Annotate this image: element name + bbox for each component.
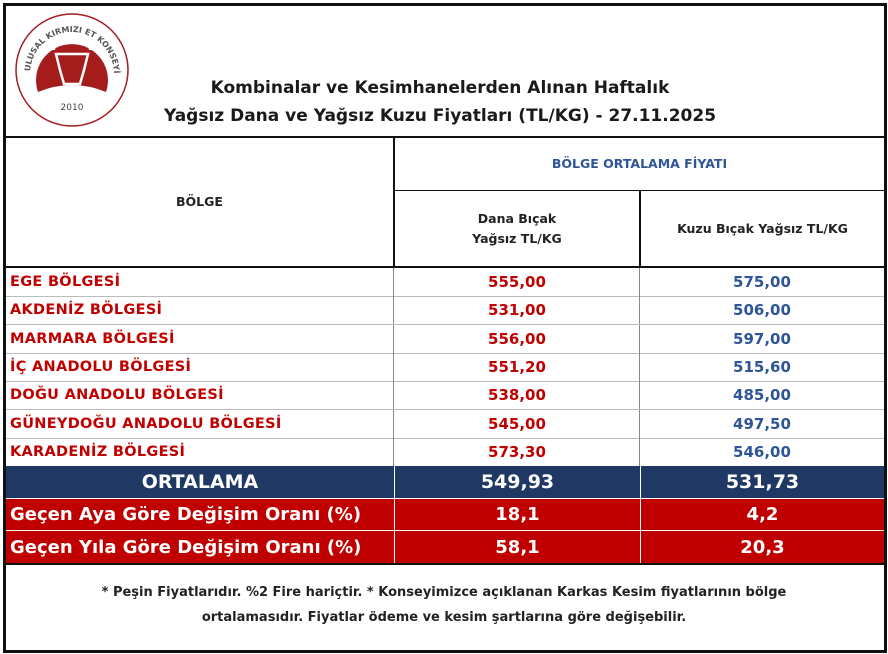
logo-year: 2010 <box>61 103 84 113</box>
kuzu-price: 575,00 <box>733 273 791 291</box>
table-row: MARMARA BÖLGESİ 556,00 597,00 <box>6 324 884 354</box>
divider <box>393 381 394 410</box>
divider <box>639 190 641 267</box>
table-row: İÇ ANADOLU BÖLGESİ 551,20 515,60 <box>6 352 884 382</box>
footnote: * Peşin Fiyatlarıdır. %2 Fire hariçtir. … <box>40 580 848 630</box>
dana-price: 545,00 <box>488 414 546 433</box>
divider <box>639 381 640 410</box>
divider <box>393 296 394 325</box>
dana-price: 556,00 <box>488 329 546 348</box>
header-kuzu: Kuzu Bıçak Yağsız TL/KG <box>677 220 848 236</box>
yearly-change-dana: 58,1 <box>394 531 640 563</box>
yearly-change-kuzu: 20,3 <box>640 531 884 563</box>
kuzu-price: 546,00 <box>733 442 791 461</box>
divider <box>393 352 394 381</box>
title-line-2: Yağsız Dana ve Yağsız Kuzu Fiyatları (TL… <box>163 106 717 126</box>
region-name: İÇ ANADOLU BÖLGESİ <box>10 358 192 375</box>
average-label: ORTALAMA <box>141 471 259 493</box>
divider <box>6 563 884 565</box>
region-name: DOĞU ANADOLU BÖLGESİ <box>10 387 224 404</box>
divider <box>639 437 640 466</box>
footnote-line-1: * Peşin Fiyatlarıdır. %2 Fire hariçtir. … <box>101 585 787 600</box>
page-title: Kombinalar ve Kesimhanelerden Alınan Haf… <box>140 74 740 130</box>
divider <box>639 324 640 353</box>
divider <box>6 266 884 268</box>
header-dana-line2: Yağsız TL/KG <box>472 230 562 246</box>
monthly-change-row: Geçen Aya Göre Değişim Oranı (%) 18,1 4,… <box>6 499 884 530</box>
footnote-line-2: ortalamasıdır. Fiyatlar ödeme ve kesim ş… <box>201 610 687 625</box>
yearly-change-row: Geçen Yıla Göre Değişim Oranı (%) 58,1 2… <box>6 531 884 563</box>
divider <box>639 268 640 296</box>
region-name: EGE BÖLGESİ <box>10 274 121 290</box>
kuzu-price: 506,00 <box>733 301 791 320</box>
header-dana: Dana Bıçak Yağsız TL/KG <box>395 191 639 266</box>
average-dana: 549,93 <box>394 466 640 498</box>
header-dana-line1: Dana Bıçak <box>477 210 557 226</box>
divider <box>393 324 394 353</box>
kuzu-price: 597,00 <box>733 329 791 348</box>
region-name: GÜNEYDOĞU ANADOLU BÖLGESİ <box>10 415 282 432</box>
monthly-change-kuzu: 4,2 <box>640 499 884 530</box>
dana-price: 538,00 <box>488 386 546 405</box>
table-row: AKDENİZ BÖLGESİ 531,00 506,00 <box>6 296 884 326</box>
kuzu-price: 485,00 <box>733 386 791 405</box>
monthly-change-dana: 18,1 <box>394 499 640 530</box>
dana-price: 555,00 <box>488 273 546 291</box>
dana-price: 551,20 <box>488 357 546 376</box>
divider <box>393 437 394 466</box>
divider <box>639 296 640 325</box>
table-row: EGE BÖLGESİ 555,00 575,00 <box>6 268 884 297</box>
divider <box>639 409 640 438</box>
kuzu-price: 497,50 <box>733 414 791 433</box>
table-row: GÜNEYDOĞU ANADOLU BÖLGESİ 545,00 497,50 <box>6 409 884 439</box>
kuzu-price: 515,60 <box>733 357 791 376</box>
header-group: BÖLGE ORTALAMA FİYATI <box>551 156 728 171</box>
divider <box>639 352 640 381</box>
average-kuzu: 531,73 <box>640 466 884 498</box>
dana-price: 573,30 <box>488 442 546 461</box>
region-name: AKDENİZ BÖLGESİ <box>10 302 163 319</box>
monthly-change-label: Geçen Aya Göre Değişim Oranı (%) <box>10 504 362 525</box>
council-logo: ULUSAL KIRMIZI ET KONSEYİ 2010 <box>15 13 129 127</box>
table-row: KARADENİZ BÖLGESİ 573,30 546,00 <box>6 437 884 467</box>
region-name: KARADENİZ BÖLGESİ <box>10 443 186 460</box>
yearly-change-label: Geçen Yıla Göre Değişim Oranı (%) <box>10 536 362 558</box>
table-row: DOĞU ANADOLU BÖLGESİ 538,00 485,00 <box>6 381 884 411</box>
header-region: BÖLGE <box>176 194 223 209</box>
region-name: MARMARA BÖLGESİ <box>10 330 175 347</box>
average-row: ORTALAMA 549,93 531,73 <box>6 466 884 498</box>
divider <box>6 136 884 138</box>
divider <box>393 409 394 438</box>
title-line-1: Kombinalar ve Kesimhanelerden Alınan Haf… <box>210 78 670 98</box>
divider <box>393 136 395 267</box>
document-frame <box>3 3 887 653</box>
divider <box>393 268 394 296</box>
dana-price: 531,00 <box>488 301 546 320</box>
